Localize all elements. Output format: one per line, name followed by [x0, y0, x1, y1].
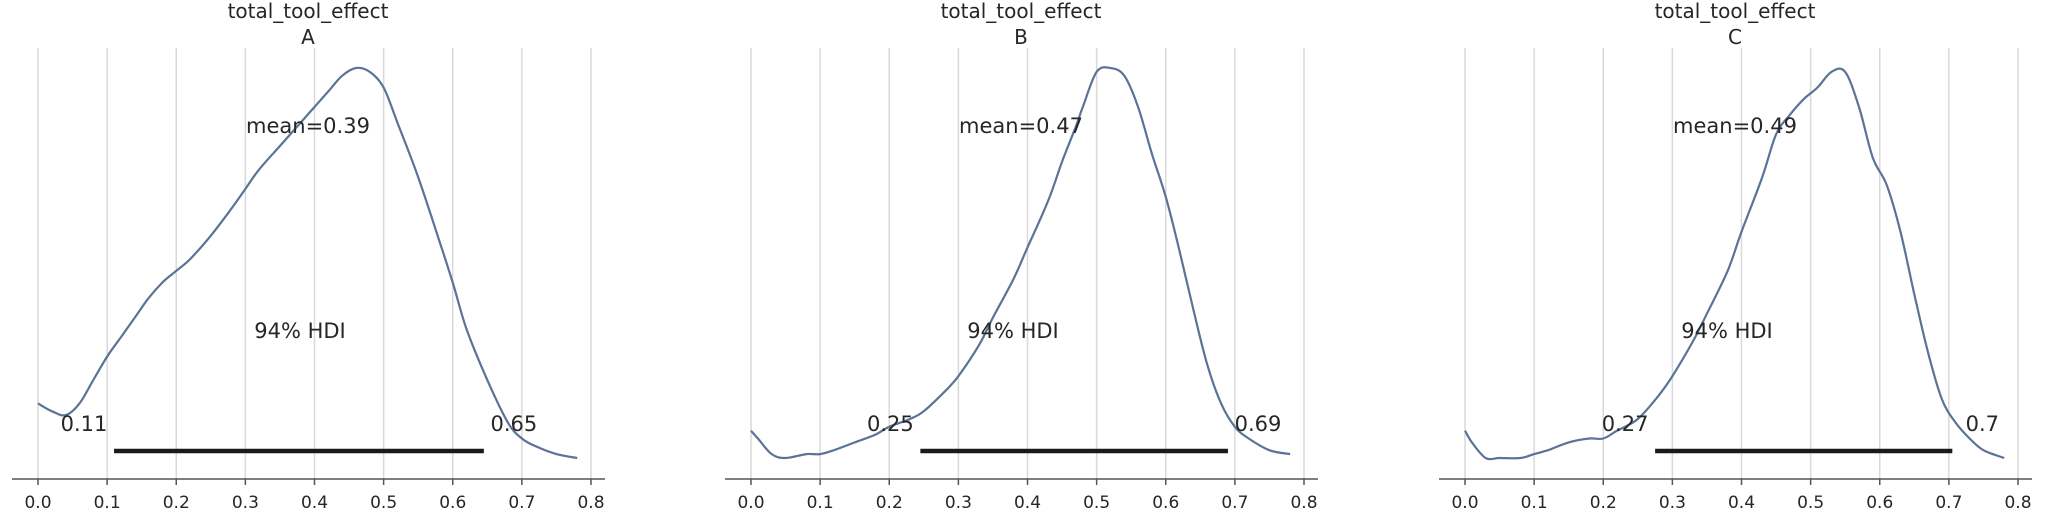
x-tick-label: 0.8	[1290, 493, 1317, 513]
x-tick-label: 0.8	[2004, 493, 2031, 513]
hdi-high-label: 0.69	[1235, 412, 1282, 436]
x-tick-label: 0.5	[370, 493, 397, 513]
x-tick-label: 0.4	[1014, 493, 1041, 513]
x-tick-label: 0.6	[439, 493, 466, 513]
panel-title-line-1: total_tool_effect	[941, 0, 1102, 23]
x-tick-label: 0.5	[1083, 493, 1110, 513]
x-tick-label: 0.7	[1935, 493, 1962, 513]
panel-title-line-2: C	[1728, 25, 1742, 49]
x-tick-label: 0.2	[1590, 493, 1617, 513]
mean-label: mean=0.47	[959, 114, 1083, 138]
x-tick-label: 0.0	[1451, 493, 1478, 513]
hdi-low-label: 0.27	[1602, 412, 1649, 436]
x-tick-label: 0.4	[301, 493, 328, 513]
hdi-label: 94% HDI	[254, 319, 346, 343]
density-curve	[37, 66, 578, 460]
x-tick-label: 0.3	[232, 493, 259, 513]
x-tick-label: 0.8	[577, 493, 604, 513]
density-curve	[750, 66, 1291, 460]
panel-title-line-1: total_tool_effect	[228, 0, 389, 23]
panel-a: 0.0 0.1 0.2 0.3 0.4 0.5 0.6 0.7 0.8 total_tool_ef…	[12, 0, 605, 513]
panel-title-line-2: A	[301, 25, 315, 49]
x-tick-label: 0.5	[1797, 493, 1824, 513]
panel-title-line-1: total_tool_effect	[1655, 0, 1816, 23]
x-tick-label: 0.6	[1152, 493, 1179, 513]
x-tick-label: 0.1	[807, 493, 834, 513]
x-tick-label: 0.7	[1221, 493, 1248, 513]
panel-c: 0.0 0.1 0.2 0.3 0.4 0.5 0.6 0.7 0.8 total_tool_ef…	[1439, 0, 2032, 513]
panel-b: 0.0 0.1 0.2 0.3 0.4 0.5 0.6 0.7 0.8 total_tool_ef…	[725, 0, 1318, 513]
x-tick-label: 0.2	[163, 493, 190, 513]
x-tick-label: 0.1	[1521, 493, 1548, 513]
x-tick-label: 0.4	[1728, 493, 1755, 513]
x-tick-label: 0.0	[737, 493, 764, 513]
hdi-low-label: 0.25	[867, 412, 914, 436]
x-tick-label: 0.7	[508, 493, 535, 513]
density-curve	[1464, 67, 2005, 461]
mean-label: mean=0.39	[246, 114, 370, 138]
hdi-high-label: 0.65	[490, 412, 537, 436]
x-tick-label: 0.0	[24, 493, 51, 513]
x-tick-label: 0.3	[1659, 493, 1686, 513]
hdi-label: 94% HDI	[967, 319, 1059, 343]
x-tick-label: 0.2	[876, 493, 903, 513]
x-tick-label: 0.6	[1866, 493, 1893, 513]
x-tick-label: 0.1	[94, 493, 121, 513]
hdi-low-label: 0.11	[61, 412, 108, 436]
mean-label: mean=0.49	[1673, 114, 1797, 138]
hdi-high-label: 0.7	[1966, 412, 1999, 436]
hdi-label: 94% HDI	[1681, 319, 1773, 343]
panel-title-line-2: B	[1014, 25, 1028, 49]
x-tick-label: 0.3	[945, 493, 972, 513]
